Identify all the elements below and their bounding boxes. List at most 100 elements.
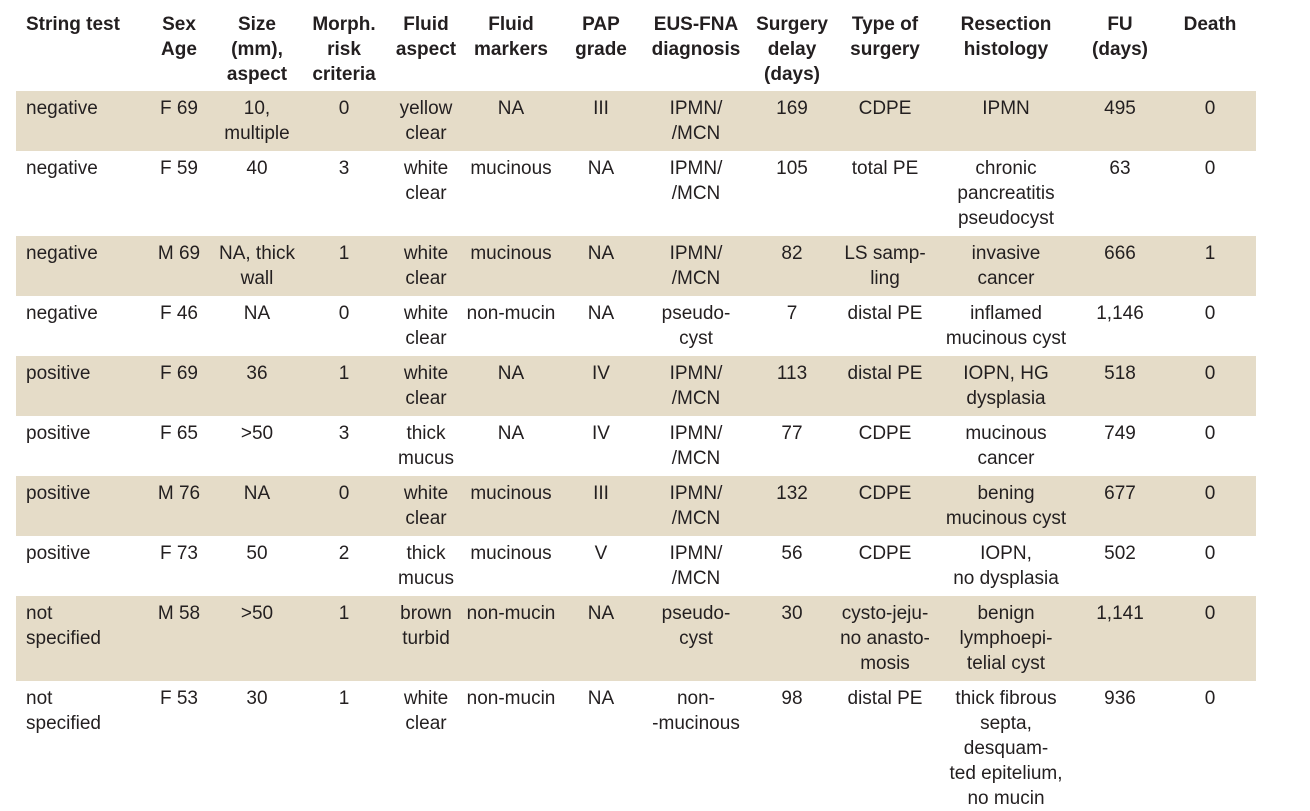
- cell-text: IV: [592, 423, 610, 444]
- table-cell: IPMN/ /MCN: [642, 416, 750, 476]
- cell-text: F 53: [159, 688, 199, 709]
- cell-text: 0: [1204, 303, 1216, 324]
- column-header-line: diagnosis: [651, 39, 741, 60]
- table-cell: 518: [1076, 356, 1164, 416]
- cell-text: 113: [776, 363, 808, 384]
- table-cell: white clear: [390, 356, 462, 416]
- cell-text: NA: [243, 483, 271, 504]
- table-cell: CDPE: [834, 476, 936, 536]
- cell-text: mucinous: [965, 423, 1047, 444]
- cell-text: total PE: [851, 158, 919, 179]
- cell-text: wall: [240, 268, 274, 289]
- cell-text: clear: [405, 328, 447, 349]
- cell-text: 0: [1204, 423, 1216, 444]
- cell-text: 666: [1104, 243, 1136, 264]
- cell-text: 0: [338, 303, 350, 324]
- cell-text: 502: [1104, 543, 1136, 564]
- cell-text: mucinous: [470, 158, 552, 179]
- table-cell: mucinous cancer: [936, 416, 1076, 476]
- cell-text: positive: [26, 543, 91, 564]
- table-cell: IOPN, no dysplasia: [936, 536, 1076, 596]
- cell-text: IPMN/: [669, 363, 723, 384]
- cell-text: 1: [1204, 243, 1216, 264]
- cell-text: positive: [26, 363, 91, 384]
- cell-text: IOPN,: [980, 543, 1032, 564]
- table-cell: F 46: [142, 296, 216, 356]
- cell-text: mosis: [860, 653, 910, 674]
- column-header: FU (days): [1076, 8, 1164, 91]
- table-row: negative F 46 NA 0 white clear non-mucin NA pseu…: [16, 296, 1256, 356]
- column-header: Morph. risk criteria: [298, 8, 390, 91]
- cell-text: distal PE: [847, 688, 923, 709]
- cell-text: 82: [781, 243, 803, 264]
- column-header-line: Type of: [851, 14, 919, 35]
- table-cell: white clear: [390, 296, 462, 356]
- table-cell: 82: [750, 236, 834, 296]
- column-header-line: Resection: [960, 14, 1052, 35]
- table-cell: 169: [750, 91, 834, 151]
- cell-text: 1,146: [1096, 303, 1144, 324]
- cell-text: 677: [1104, 483, 1136, 504]
- table-cell: F 69: [142, 91, 216, 151]
- cell-text: 77: [781, 423, 803, 444]
- table-cell: distal PE: [834, 296, 936, 356]
- table-cell: positive: [16, 536, 142, 596]
- table-cell: 0: [298, 296, 390, 356]
- table-cell: 3: [298, 416, 390, 476]
- table-cell: negative: [16, 296, 142, 356]
- table-cell: positive: [16, 356, 142, 416]
- table-cell: invasive cancer: [936, 236, 1076, 296]
- table-cell: 98: [750, 681, 834, 811]
- table-cell: yellow clear: [390, 91, 462, 151]
- table-cell: 0: [1164, 356, 1256, 416]
- cell-text: F 69: [159, 363, 199, 384]
- table-cell: NA: [560, 236, 642, 296]
- cell-text: mucinous cyst: [945, 328, 1067, 349]
- table-cell: CDPE: [834, 91, 936, 151]
- column-header: Fluid aspect: [390, 8, 462, 91]
- cell-text: positive: [26, 423, 91, 444]
- cell-text: 0: [338, 483, 350, 504]
- cell-text: white: [403, 158, 449, 179]
- cell-text: 56: [781, 543, 803, 564]
- cell-text: 36: [246, 363, 268, 384]
- table-cell: non- -mucinous: [642, 681, 750, 811]
- table-body: negative F 69 10, multiple 0 yellow clear NA III…: [16, 91, 1256, 811]
- table-cell: 1,141: [1076, 596, 1164, 681]
- cell-text: IV: [592, 363, 610, 384]
- cell-text: white: [403, 303, 449, 324]
- table-cell: positive: [16, 416, 142, 476]
- cell-text: IOPN, HG: [963, 363, 1049, 384]
- column-header-line: Size: [237, 14, 277, 35]
- column-header-line: (days): [764, 64, 820, 85]
- table-cell: negative: [16, 91, 142, 151]
- table-cell: 50: [216, 536, 298, 596]
- column-header-line: Surgery: [756, 14, 828, 35]
- column-header: Fluid markers: [462, 8, 560, 91]
- cell-text: yellow: [399, 98, 453, 119]
- cell-text: chronic: [975, 158, 1037, 179]
- table-cell: IPMN/ /MCN: [642, 236, 750, 296]
- cell-text: III: [593, 98, 609, 119]
- table-cell: CDPE: [834, 536, 936, 596]
- cell-text: no anasto-: [840, 628, 930, 649]
- table-cell: white clear: [390, 151, 462, 236]
- cell-text: NA: [497, 363, 525, 384]
- table-cell: not specified: [16, 681, 142, 811]
- column-header-line: Morph.: [312, 14, 376, 35]
- cell-text: 495: [1104, 98, 1136, 119]
- table-cell: 1,146: [1076, 296, 1164, 356]
- cell-text: F 73: [159, 543, 199, 564]
- table-row: positive F 73 50 2 thick mucus mucinous V IPMN//…: [16, 536, 1256, 596]
- cell-text: invasive: [971, 243, 1041, 264]
- table-cell: 749: [1076, 416, 1164, 476]
- table-cell: mucinous: [462, 476, 560, 536]
- column-header: EUS-FNA diagnosis: [642, 8, 750, 91]
- table-row: positive F 69 36 1 white clear NA IV IPMN/ /MCN 11…: [16, 356, 1256, 416]
- cell-text: turbid: [402, 628, 450, 649]
- cell-text: >50: [240, 423, 274, 444]
- table-cell: 0: [298, 91, 390, 151]
- cell-text: mucinous cyst: [945, 508, 1067, 529]
- table-cell: mucinous: [462, 151, 560, 236]
- cell-text: lymphoepi-: [959, 628, 1053, 649]
